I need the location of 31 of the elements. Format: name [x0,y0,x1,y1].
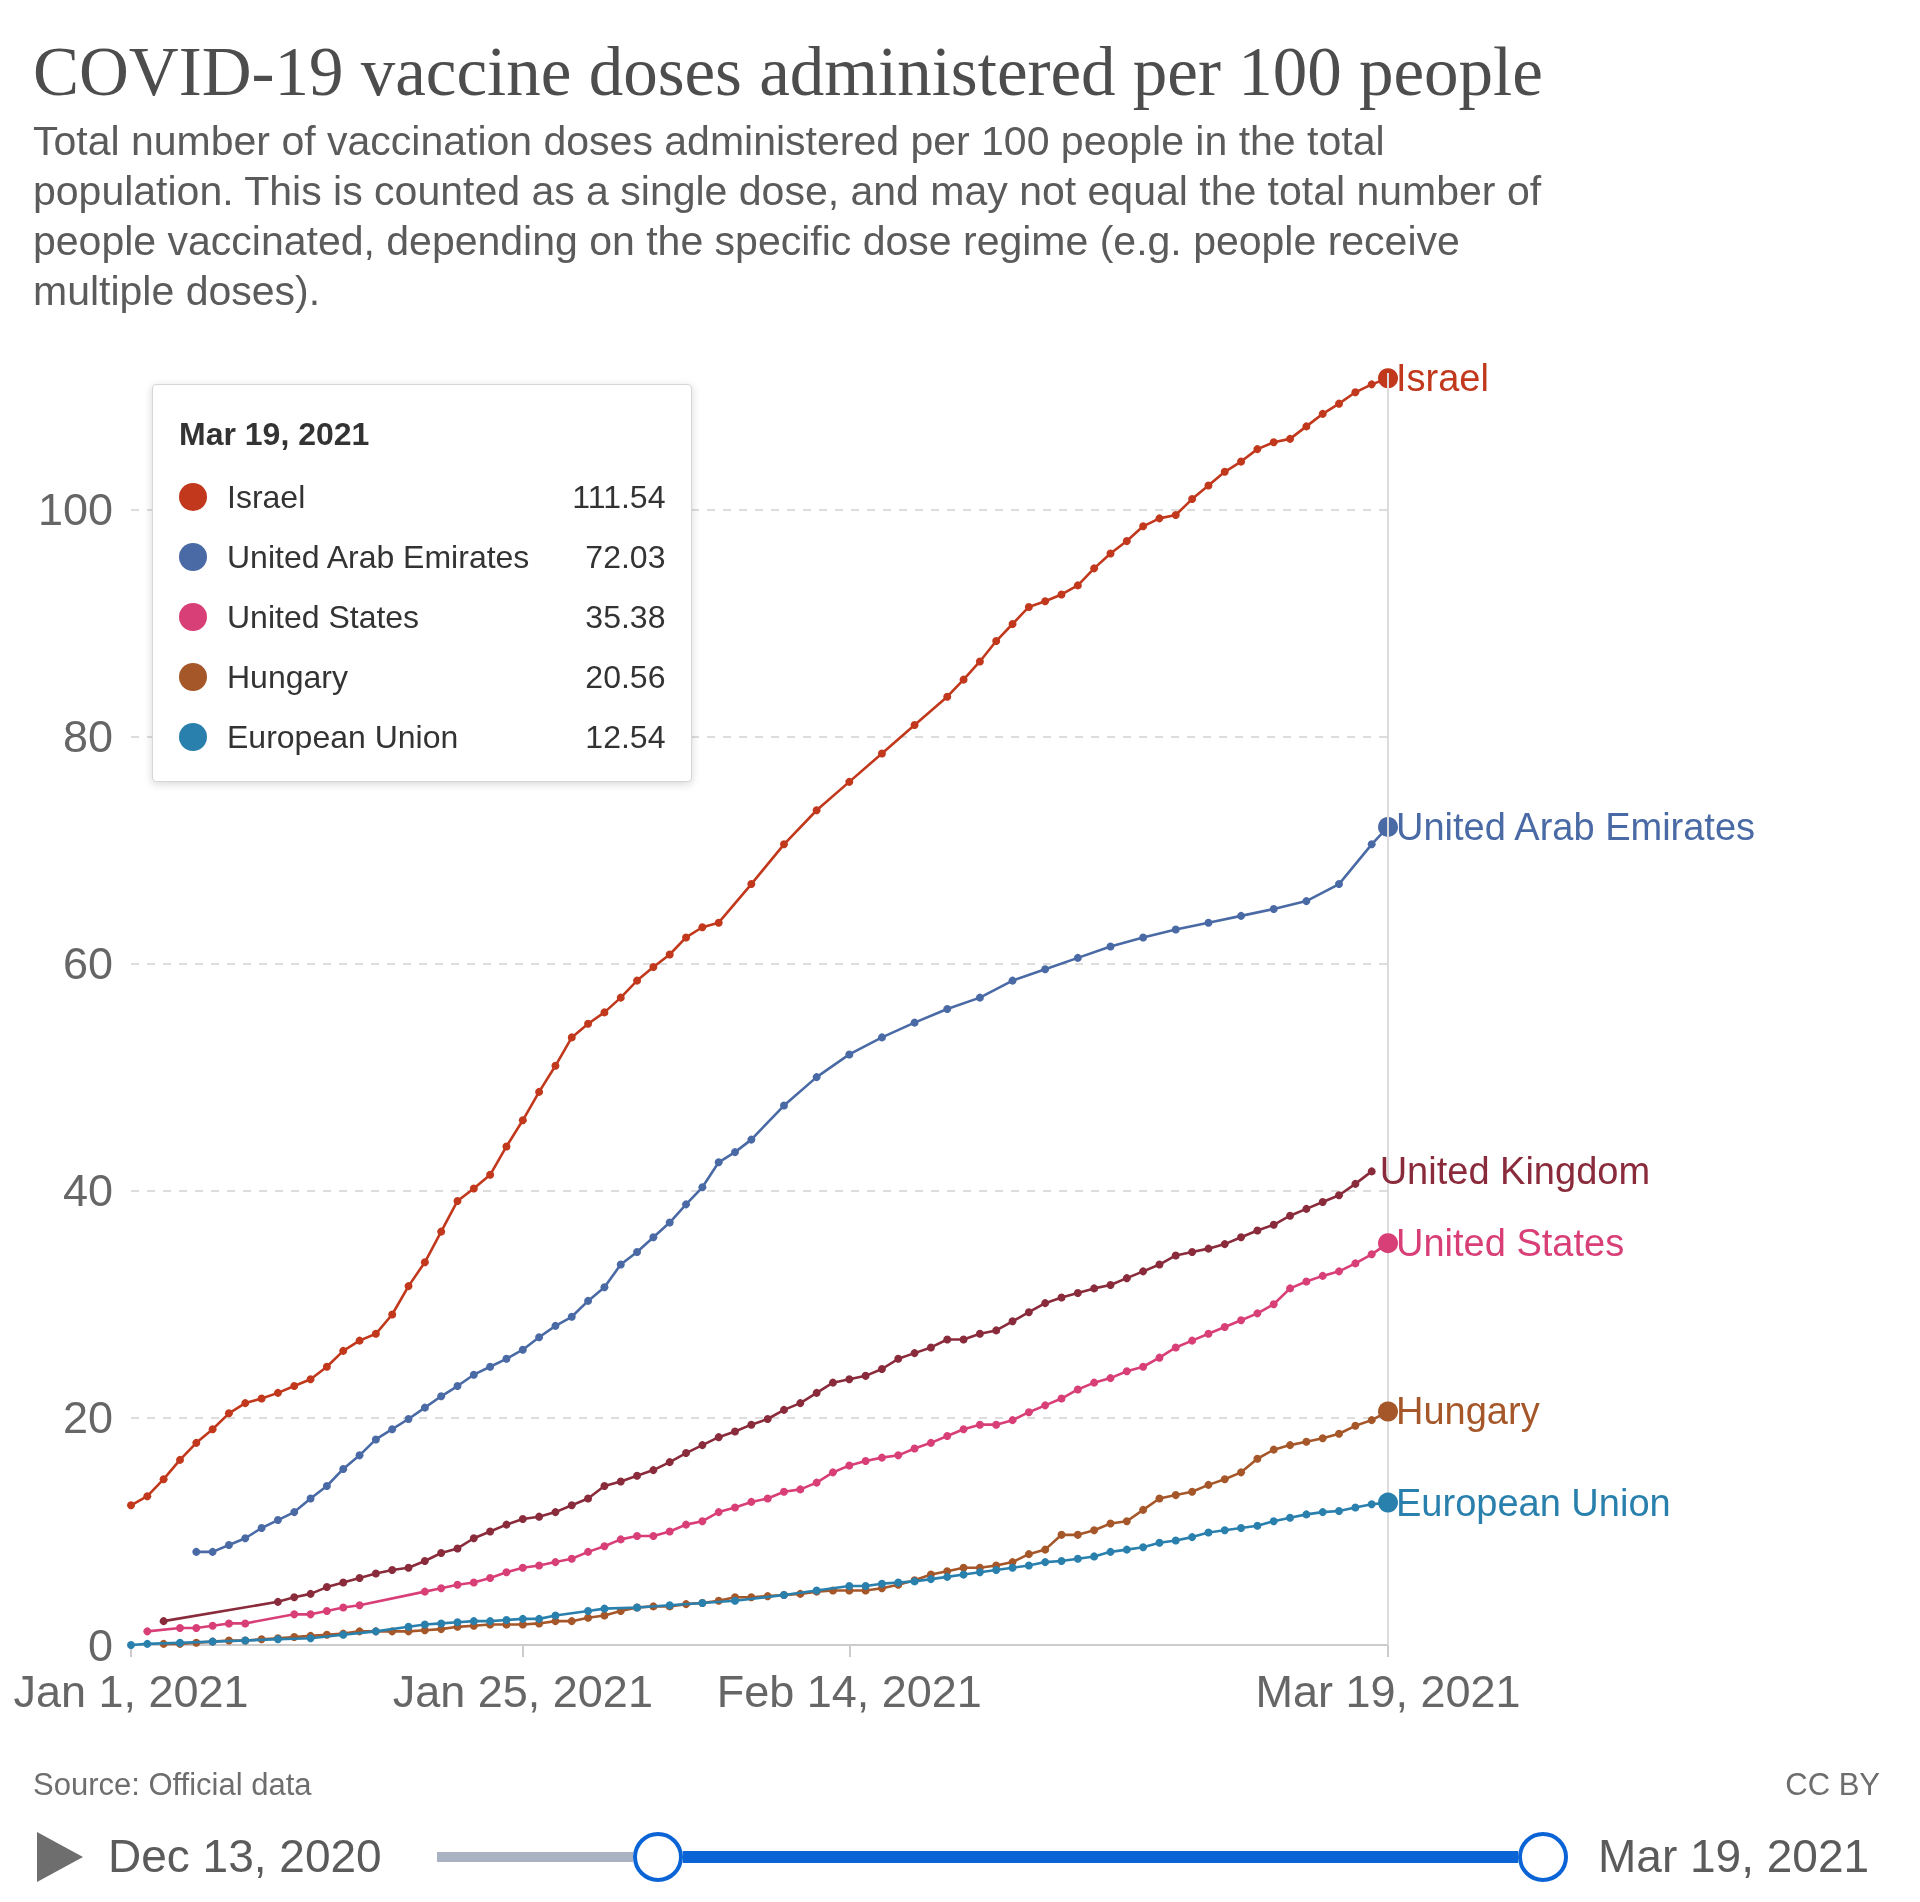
annotation: 12.54 [584,718,666,756]
annotation: 72.03 [584,538,666,576]
text: CC BY [1785,1767,1880,1803]
legend-title: Mar 19, 2021 [179,415,371,454]
series-label: United Kingdom [1379,1150,1651,1193]
text: Israel [1396,357,1489,400]
x-tick-label: Jan 25, 2021 [392,1666,653,1717]
source-note: Source: Official data [33,1767,312,1803]
annotation: 20.56 [584,658,666,696]
legend-label: United Arab Emirates [227,538,530,576]
y-tick-label: 40 [62,1165,113,1217]
chart-subtitle: Total number of vaccination doses administered per 100 people in the total population. This is counted as a single dose, and may not equal the total number of people vaccinated, depending on the specific dose regime (e.g. people receive multiple doses). [33,117,1543,316]
text: Mar 19, 2021 [1598,1830,1870,1882]
x-tick-label: Mar 19, 2021 [1255,1666,1521,1717]
legend-label: Israel [227,478,306,516]
y-tick-label: 100 [37,483,113,535]
y-tick-label: 80 [62,710,113,762]
text: Hungary [1396,1390,1540,1433]
text: Dec 13, 2020 [108,1830,382,1882]
annotation: 35.38 [584,598,666,636]
y-tick-label: 60 [62,938,113,990]
annotation: 111.54 [571,478,666,516]
chart-title: COVID-19 vaccine doses administered per 100 people [33,34,1543,111]
text: United Arab Emirates [1396,805,1756,848]
legend-label: United States [227,598,420,636]
legend-label: European Union [227,718,459,756]
x-tick-label: Feb 14, 2021 [716,1666,982,1717]
text: European Union [1396,1481,1671,1524]
text: United States [1396,1222,1625,1265]
y-tick-label: 20 [62,1392,113,1444]
legend-label: Hungary [227,658,348,696]
